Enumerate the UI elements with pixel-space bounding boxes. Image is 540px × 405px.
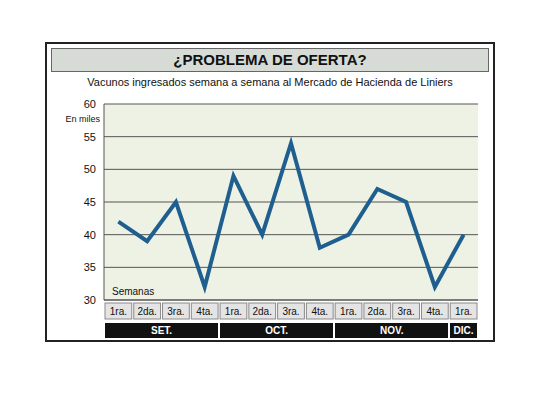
html-text:NOV.: NOV.: [379, 325, 404, 336]
svg-text:4ta.: 4ta.: [311, 306, 328, 317]
svg-text:3ra.: 3ra.: [397, 306, 414, 317]
svg-text:2da.: 2da.: [368, 306, 387, 317]
svg-text:3ra.: 3ra.: [167, 306, 184, 317]
svg-text:40: 40: [84, 229, 96, 241]
svg-text:55: 55: [84, 131, 96, 143]
html-text:En miles: En miles: [65, 114, 100, 124]
html-text:OCT.: OCT.: [265, 325, 288, 336]
svg-text:3ra.: 3ra.: [282, 306, 299, 317]
svg-text:1ra.: 1ra.: [340, 306, 357, 317]
svg-text:60: 60: [84, 98, 96, 110]
svg-text:45: 45: [84, 196, 96, 208]
svg-text:4ta.: 4ta.: [427, 306, 444, 317]
html-text:Semanas: Semanas: [112, 286, 155, 297]
html-text:DIC.: DIC.: [453, 325, 474, 336]
svg-text:1ra.: 1ra.: [110, 306, 127, 317]
html-text:Vacunos ingresados semana a se: Vacunos ingresados semana a semana al Me…: [87, 76, 453, 88]
svg-text:4ta.: 4ta.: [196, 306, 213, 317]
svg-text:1ra.: 1ra.: [455, 306, 472, 317]
html-text:¿PROBLEMA DE OFERTA?: ¿PROBLEMA DE OFERTA?: [173, 51, 367, 68]
svg-text:50: 50: [84, 163, 96, 175]
svg-text:2da.: 2da.: [137, 306, 156, 317]
html-text:SET.: SET.: [151, 325, 173, 336]
svg-text:35: 35: [84, 261, 96, 273]
svg-text:2da.: 2da.: [252, 306, 271, 317]
svg-text:1ra.: 1ra.: [225, 306, 242, 317]
svg-text:30: 30: [84, 294, 96, 306]
